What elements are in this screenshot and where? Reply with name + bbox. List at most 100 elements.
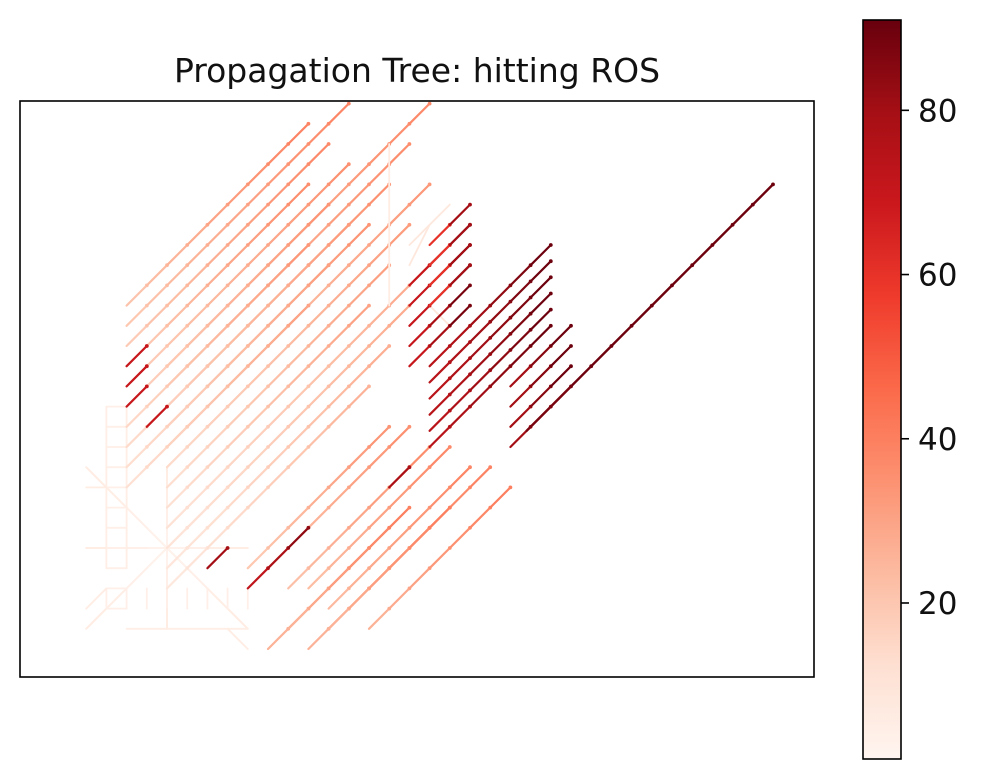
- tree-edge: [206, 284, 229, 307]
- tree-edge: [408, 466, 431, 489]
- tree-edge: [186, 445, 209, 469]
- tree-edge: [448, 389, 472, 412]
- tree-edge: [206, 203, 229, 226]
- tree-edge: [266, 163, 290, 186]
- tree-edge: [408, 102, 431, 125]
- tree-edge: [327, 163, 350, 186]
- tree-edge: [266, 385, 290, 408]
- tree-edge: [388, 526, 411, 550]
- tree-edge: [468, 336, 492, 360]
- tree-edge: [691, 243, 714, 267]
- tree-edge: [165, 445, 189, 469]
- tree-edge: [287, 203, 310, 226]
- tree-edge: [226, 486, 249, 509]
- tree-edge: [347, 163, 371, 186]
- tree-edge: [287, 385, 310, 408]
- tree-edge: [468, 353, 492, 376]
- tree-edge: [408, 304, 431, 327]
- tree-edge: [327, 466, 350, 489]
- tree-edge: [670, 264, 694, 287]
- tree-edge: [367, 183, 391, 206]
- tree-edge: [367, 344, 391, 368]
- tree-node: [427, 182, 432, 187]
- tree-edge: [307, 284, 330, 307]
- tree-edge: [125, 405, 148, 428]
- tree-edge: [165, 385, 189, 408]
- tree-edge: [307, 142, 330, 166]
- tree-edge: [509, 365, 532, 388]
- tree-edge: [246, 223, 270, 247]
- tree-edge: [327, 567, 350, 590]
- tree-edge: [489, 486, 512, 509]
- tree-edge: [145, 324, 169, 348]
- tree-edge: [529, 243, 552, 267]
- tree-edge: [428, 377, 451, 400]
- tree-edge: [388, 466, 411, 489]
- tree-edge: [509, 280, 532, 303]
- tree-edge: [428, 344, 451, 368]
- tree-edge: [266, 324, 290, 348]
- tree-edge: [165, 466, 189, 489]
- tree-node: [488, 465, 493, 470]
- tree-edge: [448, 243, 472, 267]
- tree-edge: [287, 365, 310, 388]
- tree-edge: [428, 243, 451, 267]
- tree-edge: [327, 223, 350, 247]
- tree-edge: [307, 627, 330, 651]
- tree-edge: [307, 385, 330, 408]
- tree-edge: [529, 365, 552, 388]
- tree-node: [447, 505, 452, 510]
- tree-edge: [125, 567, 148, 590]
- tree-edge: [428, 506, 451, 529]
- tree-node: [508, 485, 513, 490]
- tree-edge: [145, 526, 168, 549]
- tree-edge: [428, 361, 451, 384]
- tree-node: [306, 525, 311, 530]
- tree-edge: [145, 365, 169, 388]
- tree-node: [407, 222, 412, 227]
- tree-edge: [347, 526, 371, 550]
- tree-edge: [287, 405, 310, 428]
- tree-edge: [226, 607, 249, 630]
- tree-edge: [388, 122, 411, 146]
- tree-edge: [186, 567, 209, 590]
- tree-edge: [206, 466, 229, 489]
- tree-edge: [287, 183, 310, 206]
- tree-edge: [428, 486, 451, 509]
- tree-node: [367, 303, 371, 308]
- tree-edge: [125, 425, 148, 449]
- tree-edge: [266, 627, 290, 651]
- tree-node: [306, 303, 311, 308]
- tree-edge: [145, 304, 169, 327]
- tree-edge: [246, 163, 270, 186]
- tree-edge: [287, 344, 310, 368]
- tree-edge: [468, 466, 492, 489]
- tree-edge: [347, 506, 371, 529]
- tree-edge: [428, 324, 451, 348]
- tree-edge: [145, 425, 169, 449]
- tree-edge: [186, 425, 209, 449]
- tree-edge: [165, 284, 189, 307]
- tree-edge: [388, 546, 411, 570]
- tree-edge: [206, 324, 229, 348]
- tree-edge: [186, 264, 209, 287]
- tree-node: [548, 291, 553, 296]
- tree-edge: [246, 466, 270, 489]
- tree-edge: [246, 425, 270, 449]
- tree-edge: [347, 546, 371, 570]
- tree-edge: [206, 546, 229, 570]
- tree-edge: [226, 445, 249, 469]
- tree-edge: [266, 445, 290, 469]
- tree-node: [144, 344, 149, 348]
- tree-edge: [226, 365, 249, 388]
- tree-edge: [307, 203, 330, 226]
- tree-edge: [246, 203, 270, 226]
- tree-edge: [327, 365, 350, 388]
- tree-edge: [206, 425, 229, 449]
- tree-node: [548, 307, 553, 312]
- tree-node: [367, 384, 371, 389]
- tree-edge: [388, 223, 411, 247]
- tree-edge: [525, 385, 573, 432]
- tree-edge: [367, 324, 391, 348]
- tree-edge: [448, 324, 472, 348]
